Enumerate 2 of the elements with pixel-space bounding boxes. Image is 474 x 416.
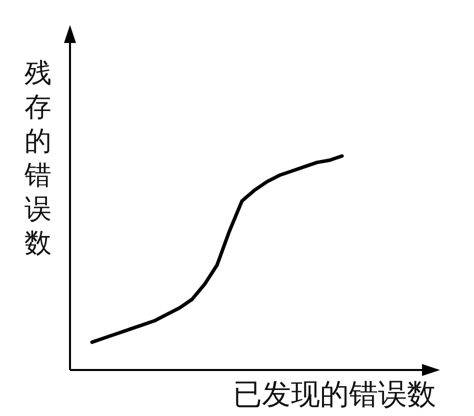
ylabel: 残存的错误数	[24, 58, 52, 259]
xlabel: 已发现的错误数	[233, 377, 436, 411]
